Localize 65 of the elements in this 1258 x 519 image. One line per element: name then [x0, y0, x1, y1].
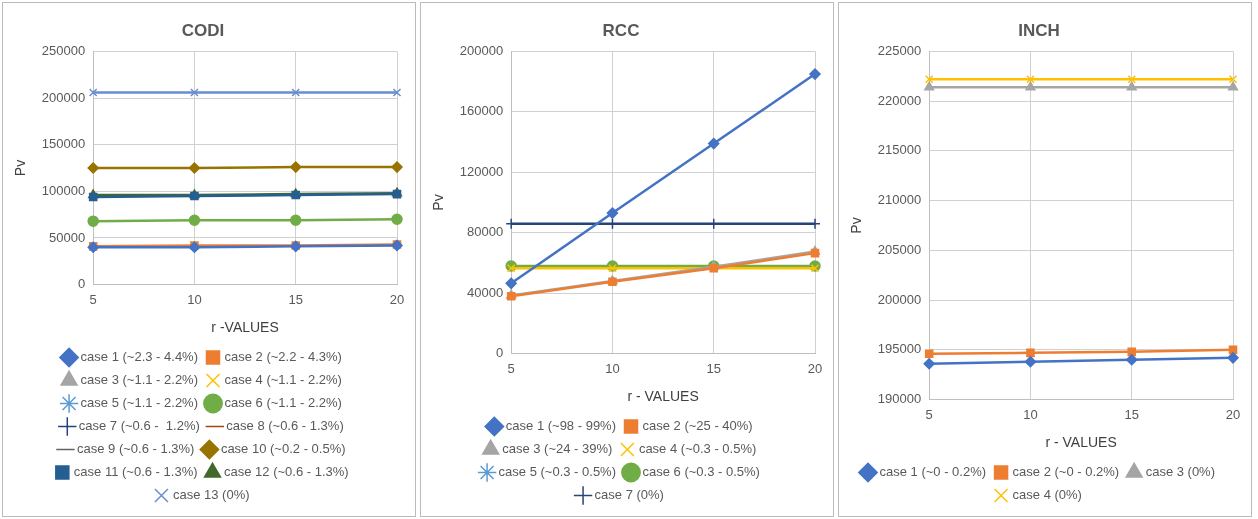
y-tick-label: 120000 [459, 163, 504, 179]
chart-title: CODI [181, 20, 225, 40]
legend-label: case 11 (~0.6 - 1.3%) [73, 464, 198, 480]
legend-label: case 3 (0%) [1145, 464, 1216, 480]
y-tick-label: 250000 [41, 42, 86, 58]
y-tick-label: 225000 [877, 42, 922, 58]
x-tick-label: 5 [89, 291, 97, 307]
y-tick-label: 40000 [467, 284, 504, 300]
y-tick-label: 80000 [467, 224, 504, 240]
legend-label: case 4 (0%) [1012, 487, 1082, 503]
chart-title: RCC [602, 20, 640, 40]
x-tick-label: 20 [807, 360, 823, 376]
y-tick-label: 195000 [877, 341, 922, 357]
x-axis-title: r - VALUES [627, 388, 699, 405]
y-tick-label: 200000 [877, 291, 922, 307]
y-tick-label: 150000 [41, 136, 86, 152]
legend-label: case 6 (~1.1 - 2.2%) [224, 395, 342, 411]
legend-label: case 3 (~1.1 - 2.2%) [80, 372, 198, 388]
legend-label: case 5 (~1.1 - 2.2%) [80, 395, 198, 411]
y-tick-label: 200000 [41, 89, 86, 105]
legend-label: case 7 (0%) [594, 487, 664, 503]
x-tick-label: 20 [1225, 406, 1241, 422]
y-tick-label: 215000 [877, 142, 922, 158]
x-axis-title: r - VALUES [1045, 434, 1117, 451]
y-tick-label: 200000 [459, 42, 504, 58]
x-axis-title: r -VALUES [211, 319, 279, 336]
legend-label: case 10 (~0.2 - 0.5%) [220, 441, 346, 457]
legend-label: case 4 (~1.1 - 2.2%) [224, 372, 342, 388]
y-tick-label: 160000 [459, 103, 504, 119]
y-tick-label: 205000 [877, 241, 922, 257]
x-tick-label: 5 [507, 360, 515, 376]
x-tick-label: 10 [187, 291, 202, 307]
x-tick-label: 10 [1023, 406, 1038, 422]
y-tick-label: 0 [77, 276, 86, 292]
legend-label: case 5 (~0.3 - 0.5%) [498, 464, 616, 480]
legend-label: case 2 (~0 - 0.2%) [1012, 464, 1120, 480]
y-axis-title: Pv [12, 159, 29, 177]
y-tick-label: 100000 [41, 182, 86, 198]
y-axis-title: Pv [430, 194, 447, 211]
legend-label: case 7 (~0.6 - 1.2%) [78, 418, 200, 434]
x-tick-label: 15 [706, 360, 721, 376]
legend-label: case 2 (~2.2 - 4.3%) [224, 349, 342, 365]
legend-label: case 13 (0%) [172, 487, 250, 503]
x-tick-label: 10 [605, 360, 620, 376]
legend-label: case 2 (~25 - 40%) [642, 418, 753, 434]
y-tick-label: 0 [495, 345, 504, 361]
legend-label: case 8 (~0.6 - 1.3%) [226, 418, 344, 434]
y-tick-label: 210000 [877, 192, 922, 208]
legend-label: case 3 (~24 - 39%) [502, 441, 613, 457]
legend-label: case 4 (~0.3 - 0.5%) [638, 441, 757, 457]
legend-label: case 12 (~0.6 - 1.3%) [224, 464, 349, 480]
legend-label: case 9 (~0.6 - 1.3%) [76, 441, 195, 457]
y-tick-label: 220000 [877, 92, 922, 108]
chart-title: INCH [1018, 20, 1060, 40]
x-tick-label: 5 [925, 406, 933, 422]
legend-label: case 6 (~0.3 - 0.5%) [642, 464, 760, 480]
x-tick-label: 20 [389, 291, 405, 307]
legend-label: case 1 (~0 - 0.2%) [879, 464, 987, 480]
y-tick-label: 190000 [877, 391, 922, 407]
y-tick-label: 50000 [49, 229, 86, 245]
legend-label: case 1 (~2.3 - 4.4%) [80, 349, 198, 365]
legend-label: case 1 (~98 - 99%) [505, 418, 617, 434]
x-tick-label: 15 [288, 291, 303, 307]
x-tick-label: 15 [1124, 406, 1139, 422]
y-axis-title: Pv [848, 217, 865, 234]
